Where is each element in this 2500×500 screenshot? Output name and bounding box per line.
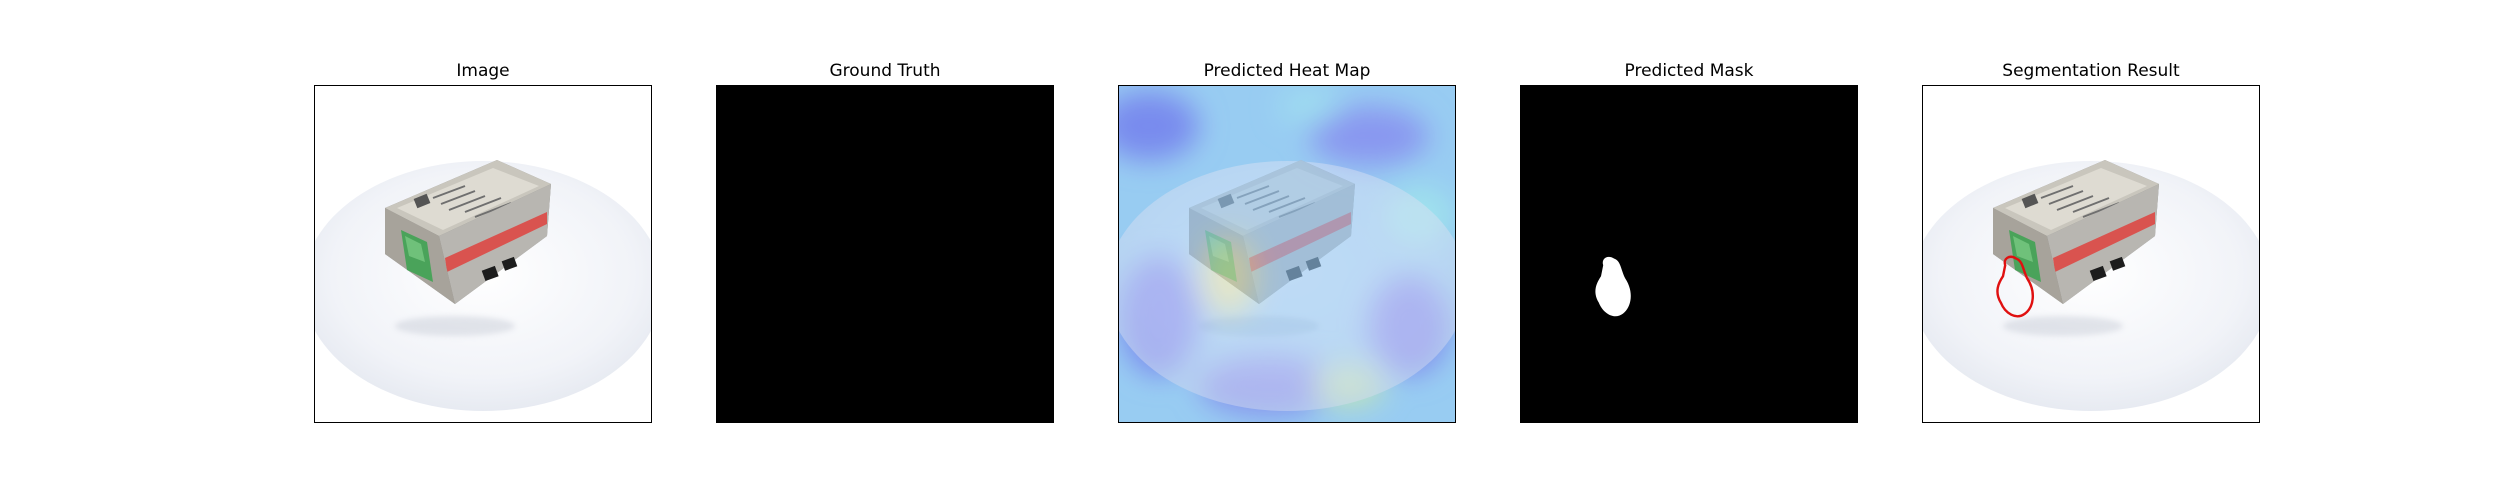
segmentation-result bbox=[1922, 85, 2260, 423]
panel-heat-map: Predicted Heat Map bbox=[1118, 0, 1456, 500]
panel-ground-truth: Ground Truth bbox=[716, 0, 1054, 500]
panel-title: Predicted Heat Map bbox=[1203, 61, 1371, 81]
panel-image: Image bbox=[314, 0, 652, 500]
predicted-mask bbox=[1520, 85, 1858, 423]
ground-truth-mask bbox=[716, 85, 1054, 423]
panel-title: Predicted Mask bbox=[1624, 61, 1754, 81]
predicted-heat-map bbox=[1118, 85, 1456, 423]
panel-predicted-mask: Predicted Mask bbox=[1520, 0, 1858, 500]
panel-segmentation-result: Segmentation Result bbox=[1922, 0, 2260, 500]
panel-title: Ground Truth bbox=[829, 61, 941, 81]
input-image bbox=[314, 85, 652, 423]
panel-title: Image bbox=[456, 61, 510, 81]
panel-title: Segmentation Result bbox=[2002, 61, 2180, 81]
